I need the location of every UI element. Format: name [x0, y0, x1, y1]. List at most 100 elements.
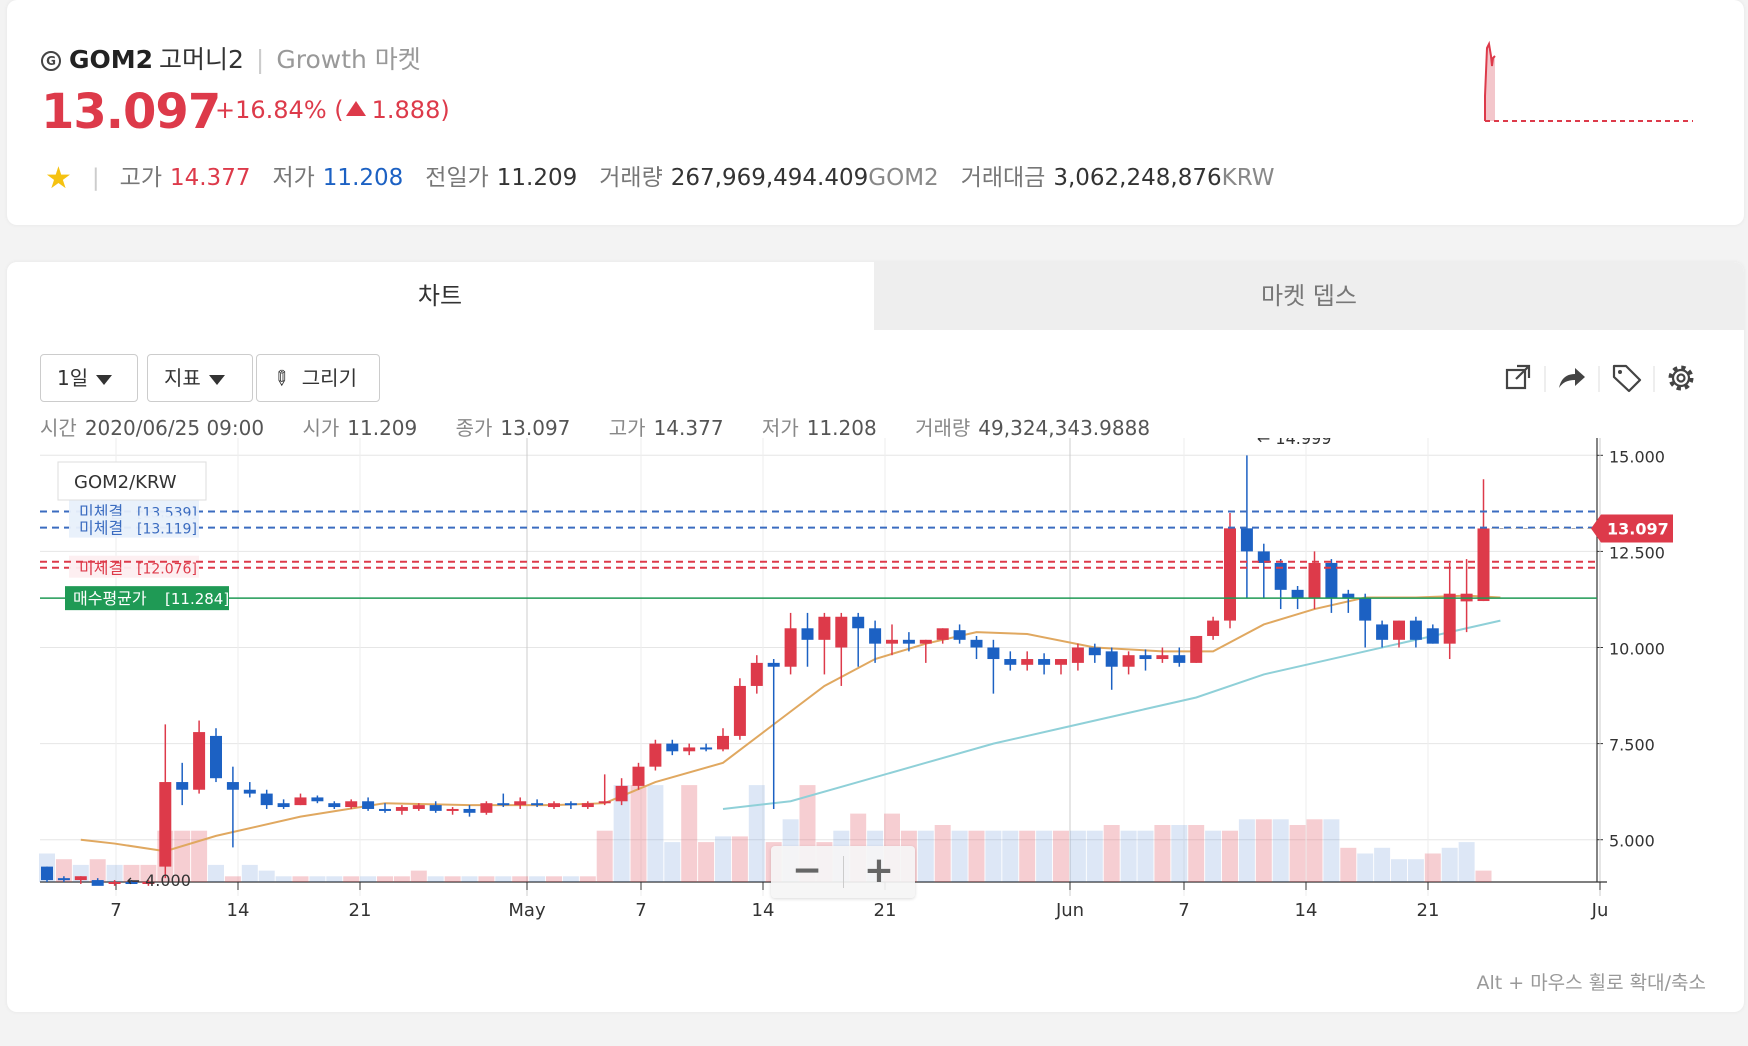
star-icon[interactable]: ★	[45, 161, 72, 196]
candle-body	[1409, 620, 1422, 640]
y-tick-label: 12.500	[1609, 543, 1665, 562]
candle-body	[1088, 647, 1101, 656]
volume-bar	[1171, 825, 1188, 882]
candle	[1173, 647, 1186, 667]
candle	[328, 801, 341, 809]
stat-item: 거래대금 3,062,248,876KRW	[961, 165, 1275, 191]
stat-value: 11.209	[496, 165, 578, 191]
volume-bar	[731, 836, 748, 882]
candle	[767, 659, 780, 809]
stat-value: 267,969,494.409	[670, 165, 869, 191]
volume-bar	[1255, 819, 1272, 882]
tag-icon[interactable]	[1609, 360, 1645, 396]
avg-price-label: 매수평균가	[73, 589, 147, 608]
indicator-select[interactable]: 지표	[147, 354, 253, 402]
candle-body	[1105, 651, 1118, 667]
candle	[1376, 620, 1389, 648]
volume-bar	[1120, 830, 1137, 882]
candle-body	[919, 639, 932, 644]
volume-bar	[140, 864, 157, 882]
order-value: [12.076]	[137, 562, 197, 578]
candle	[379, 803, 391, 813]
candle	[57, 876, 70, 882]
candle-body	[41, 866, 53, 881]
high-marker: ← 14.999	[1257, 438, 1331, 448]
settings-icon[interactable]	[1663, 360, 1699, 396]
stat-value: 3,062,248,876	[1053, 165, 1222, 191]
zoom-in-button[interactable]: +	[863, 850, 895, 891]
candle	[1443, 562, 1456, 660]
candle	[598, 774, 611, 806]
candle-body	[598, 801, 611, 804]
volume-bar	[1407, 859, 1424, 882]
interval-select[interactable]: 1일	[40, 354, 138, 402]
zoom-out-button[interactable]: −	[791, 850, 823, 891]
stat-value: 11.208	[322, 165, 404, 191]
stat-label: 거래대금	[960, 165, 1046, 191]
volume-bar	[224, 876, 241, 882]
x-tick-label: May	[508, 900, 546, 921]
stat-item: 전일가 11.209	[425, 165, 577, 191]
candle	[1240, 455, 1253, 598]
candle-body	[683, 747, 696, 752]
candle	[345, 799, 358, 809]
candle-body	[548, 803, 560, 808]
candle-body	[243, 789, 256, 794]
volume-bar	[664, 842, 681, 882]
ohlc-time: 2020/06/25 09:00	[84, 416, 265, 440]
candle-body	[953, 630, 966, 640]
order-label: 미체결	[79, 519, 123, 538]
candle	[1393, 620, 1405, 648]
candle	[1426, 624, 1439, 644]
volume-bar	[1340, 847, 1357, 882]
candle-body	[412, 805, 425, 809]
volume-bar	[1424, 853, 1441, 882]
candle-body	[74, 876, 87, 881]
draw-button[interactable]: ✎ 그리기	[256, 354, 380, 402]
candle-body	[260, 793, 273, 806]
current-price-label: 13.097	[1607, 519, 1669, 538]
volume-bar	[106, 864, 123, 882]
price-sparkline	[1484, 40, 1693, 122]
volume-bar	[1222, 830, 1238, 882]
change-percent: +16.84%	[215, 96, 327, 124]
volume-bar	[1289, 825, 1306, 882]
x-tick-label: 7	[110, 900, 121, 921]
candle-body	[159, 782, 172, 867]
volume-bar	[1137, 830, 1154, 882]
volume-bar	[579, 876, 596, 882]
candle	[902, 632, 915, 652]
popout-icon[interactable]	[1499, 360, 1535, 396]
volume-bar	[461, 876, 478, 882]
volume-bar	[715, 836, 731, 882]
candle-body	[1173, 655, 1186, 663]
candle-body	[1190, 635, 1203, 663]
candle	[1477, 479, 1490, 602]
candle	[1409, 616, 1422, 648]
low-marker: ← 4.000	[127, 871, 191, 890]
candle	[497, 793, 510, 808]
share-icon[interactable]	[1553, 360, 1589, 396]
candle-body	[1376, 624, 1389, 640]
pair-label: GOM2/KRW	[74, 472, 177, 493]
volume-bar	[562, 876, 579, 882]
y-tick-label: 15.000	[1609, 447, 1665, 466]
volume-bar	[630, 785, 647, 882]
tab-chart[interactable]: 차트	[7, 262, 873, 330]
caret-down-icon	[96, 374, 113, 385]
y-tick-label: 5.000	[1609, 832, 1655, 851]
pencil-icon: ✎	[266, 363, 296, 393]
candle-body	[835, 616, 848, 648]
volume-bar	[1391, 859, 1407, 882]
volume-bar	[748, 785, 765, 882]
candle	[733, 678, 746, 740]
volume-bar	[985, 830, 1002, 882]
stat-item: 거래량 267,969,494.409GOM2	[599, 165, 938, 191]
tab-market-depth[interactable]: 마켓 뎁스	[874, 262, 1744, 330]
volume-bar	[1188, 825, 1205, 882]
volume-bar	[174, 830, 191, 882]
candle-body	[1156, 655, 1169, 660]
candle-body	[1122, 655, 1135, 667]
zoom-hint: Alt + 마우스 휠로 확대/축소	[1476, 972, 1706, 994]
candle-body	[700, 747, 713, 750]
